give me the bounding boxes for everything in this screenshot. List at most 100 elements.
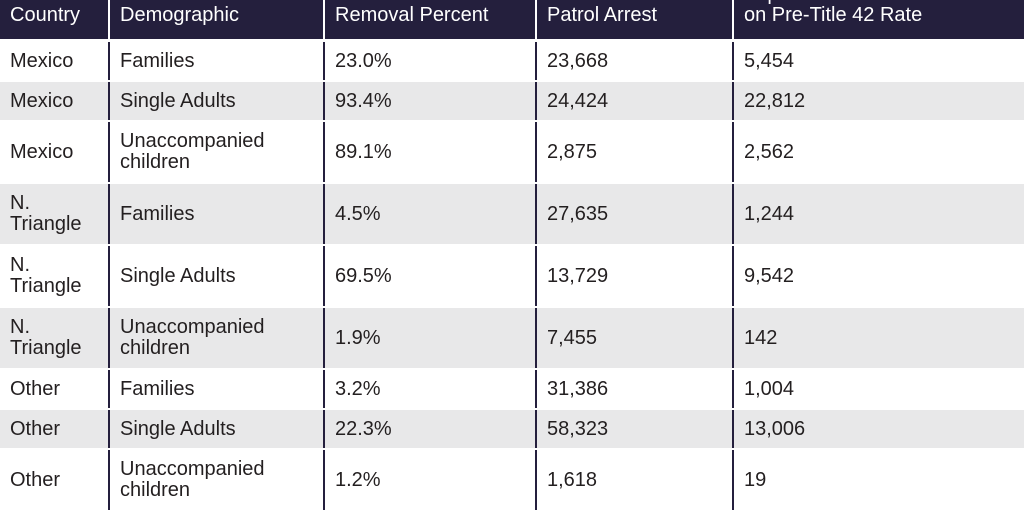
cell-expected-removals: 142	[732, 307, 1024, 370]
cell-border-arrest-text: 58,323	[547, 417, 609, 440]
header-border-arrest: Nov 23 Border Patrol Arrest	[535, 0, 733, 42]
cell-demographic: Single Adults	[108, 409, 324, 450]
cell-border-arrest: 31,386	[535, 369, 733, 410]
cell-border-arrest-text: 24,424	[547, 89, 609, 112]
cell-border-arrest: 13,729	[535, 245, 733, 308]
cell-demographic: Unaccompanied children	[108, 307, 324, 370]
cell-removal-percent: 69.5%	[323, 245, 536, 308]
table-row: Other Single Adults 22.3% 58,323 13,006	[0, 409, 1024, 450]
cell-expected-removals-text: 22,812	[744, 89, 806, 112]
table-row: N. Triangle Unaccompanied children 1.9% 7,4…	[0, 307, 1024, 370]
cell-country-text: Mexico	[10, 140, 74, 163]
cell-border-arrest: 7,455	[535, 307, 733, 370]
cell-country: Other	[0, 369, 109, 410]
cell-expected-removals: 5,454	[732, 40, 1024, 82]
cell-country-text: N. Triangle	[10, 316, 82, 359]
cell-removal-percent-text: 89.1%	[335, 140, 392, 163]
cell-border-arrest-text: 13,729	[547, 264, 609, 287]
cell-expected-removals: 22,812	[732, 81, 1024, 122]
cell-country-text: Other	[10, 417, 61, 440]
cell-demographic-text: Families	[120, 202, 195, 225]
cell-demographic: Families	[108, 40, 324, 82]
cell-border-arrest-text: 7,455	[547, 326, 598, 349]
cell-expected-removals-text: 2,562	[744, 140, 795, 163]
cell-removal-percent-text: 23.0%	[335, 49, 392, 72]
cell-demographic: Families	[108, 369, 324, 410]
cell-border-arrest-text: 23,668	[547, 49, 609, 72]
cell-removal-percent: 1.9%	[323, 307, 536, 370]
cell-border-arrest: 2,875	[535, 121, 733, 184]
cell-border-arrest-text: 27,635	[547, 202, 609, 225]
cell-demographic-text: Unaccompanied children	[120, 130, 265, 173]
cell-expected-removals-text: 1,244	[744, 202, 795, 225]
cell-removal-percent-text: 69.5%	[335, 264, 392, 287]
table-row: Mexico Unaccompanied children 89.1% 2,875 2,…	[0, 121, 1024, 184]
cell-country-text: N. Triangle	[10, 254, 82, 297]
header-expected-removals: Expected Removals Based on Pre-Title 42 …	[732, 0, 1024, 42]
cell-demographic: Single Adults	[108, 245, 324, 308]
cell-border-arrest: 27,635	[535, 183, 733, 246]
cell-border-arrest: 1,618	[535, 449, 733, 512]
table-header: Country Demographic Pre-Title 42 Removal…	[0, 0, 1024, 42]
table-row: N. Triangle Families 4.5% 27,635 1,244	[0, 183, 1024, 246]
header-row: Country Demographic Pre-Title 42 Removal…	[0, 0, 1024, 42]
table-row: N. Triangle Single Adults 69.5% 13,729 9,542	[0, 245, 1024, 308]
cell-demographic: Unaccompanied children	[108, 449, 324, 512]
cell-removal-percent-text: 22.3%	[335, 417, 392, 440]
cell-country: Mexico	[0, 81, 109, 122]
header-removal-percent: Pre-Title 42 Removal Percent	[323, 0, 536, 42]
header-country: Country	[0, 0, 109, 42]
cell-demographic: Single Adults	[108, 81, 324, 122]
header-expected-removals-label: Expected Removals Based on Pre-Title 42 …	[744, 0, 984, 26]
cell-demographic: Unaccompanied children	[108, 121, 324, 184]
table-row: Other Unaccompanied children 1.2% 1,618 19	[0, 449, 1024, 512]
cell-expected-removals: 9,542	[732, 245, 1024, 308]
table-body: Mexico Families 23.0% 23,668 5,454 Mexico Sing…	[0, 40, 1024, 512]
cell-removal-percent: 89.1%	[323, 121, 536, 184]
cell-expected-removals: 1,004	[732, 369, 1024, 410]
cell-demographic-text: Single Adults	[120, 89, 236, 112]
cell-country: Other	[0, 449, 109, 512]
cell-country: Mexico	[0, 121, 109, 184]
cell-expected-removals-text: 142	[744, 326, 778, 349]
cell-border-arrest: 24,424	[535, 81, 733, 122]
cell-country: N. Triangle	[0, 245, 109, 308]
cell-country-text: Mexico	[10, 49, 74, 72]
cell-removal-percent: 1.2%	[323, 449, 536, 512]
table-row: Mexico Families 23.0% 23,668 5,454	[0, 40, 1024, 82]
cell-removal-percent: 22.3%	[323, 409, 536, 450]
cell-demographic-text: Single Adults	[120, 417, 236, 440]
cell-border-arrest-text: 1,618	[547, 468, 598, 491]
cell-demographic-text: Families	[120, 377, 195, 400]
table-row: Other Families 3.2% 31,386 1,004	[0, 369, 1024, 410]
cell-country-text: Other	[10, 377, 61, 400]
header-demographic-label: Demographic	[120, 4, 239, 26]
cell-expected-removals: 13,006	[732, 409, 1024, 450]
header-removal-percent-label: Pre-Title 42 Removal Percent	[335, 0, 489, 26]
cell-demographic-text: Families	[120, 49, 195, 72]
cell-border-arrest: 58,323	[535, 409, 733, 450]
cell-expected-removals-text: 9,542	[744, 264, 795, 287]
cell-country: Other	[0, 409, 109, 450]
cell-removal-percent: 4.5%	[323, 183, 536, 246]
cell-removal-percent-text: 4.5%	[335, 202, 381, 225]
cell-demographic-text: Single Adults	[120, 264, 236, 287]
cell-removal-percent: 93.4%	[323, 81, 536, 122]
cell-removal-percent-text: 1.2%	[335, 468, 381, 491]
cell-removal-percent: 3.2%	[323, 369, 536, 410]
cell-country-text: Other	[10, 468, 61, 491]
cell-country: N. Triangle	[0, 183, 109, 246]
cell-removal-percent-text: 3.2%	[335, 377, 381, 400]
header-border-arrest-label: Nov 23 Border Patrol Arrest	[547, 0, 676, 26]
cell-expected-removals: 2,562	[732, 121, 1024, 184]
cell-border-arrest-text: 2,875	[547, 140, 598, 163]
header-country-label: Country	[10, 4, 81, 26]
cell-expected-removals-text: 13,006	[744, 417, 806, 440]
cell-border-arrest-text: 31,386	[547, 377, 609, 400]
table-row: Mexico Single Adults 93.4% 24,424 22,812	[0, 81, 1024, 122]
cell-country-text: Mexico	[10, 89, 74, 112]
cell-removal-percent-text: 1.9%	[335, 326, 381, 349]
cell-removal-percent: 23.0%	[323, 40, 536, 82]
cell-country: N. Triangle	[0, 307, 109, 370]
